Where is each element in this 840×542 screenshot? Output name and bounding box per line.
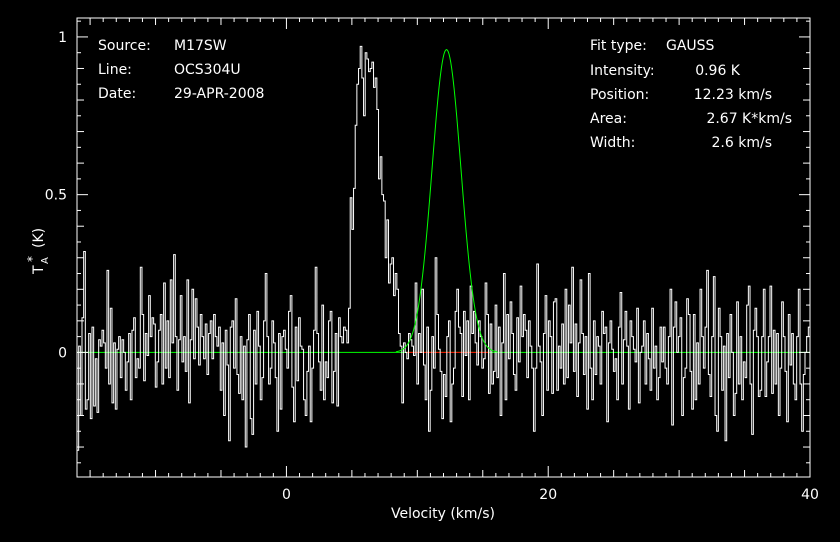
- info-right-key-intensity: Intensity:: [590, 63, 655, 79]
- y-axis-label-sub: A: [40, 257, 51, 264]
- info-left-key-source: Source:: [98, 38, 151, 54]
- fit-layer: [395, 48, 498, 353]
- x-axis-label: Velocity (km/s): [391, 506, 495, 522]
- info-left-value-line: OCS304U: [174, 62, 241, 78]
- x-tick-label: 20: [539, 487, 557, 503]
- info-right-key-fit-type: Fit type:: [590, 38, 647, 54]
- x-tick-label: 0: [282, 487, 291, 503]
- info-left-key-date: Date:: [98, 86, 136, 102]
- info-right-key-width: Width:: [590, 135, 635, 151]
- info-right-value-fit-type: GAUSS: [666, 38, 715, 54]
- gaussian-fit-line: [395, 48, 498, 353]
- x-tick-label: 40: [801, 487, 819, 503]
- y-tick-label: 1: [58, 30, 67, 46]
- y-axis-label-main: T: [31, 265, 47, 275]
- info-left: Source: M17SW Line: OCS304U Date: 29-APR…: [98, 38, 264, 102]
- y-tick-label: 0.5: [45, 188, 67, 204]
- spectrum-line: [77, 45, 810, 451]
- y-axis-label-unit: (K): [31, 228, 47, 248]
- y-tick-labels: 00.51: [45, 30, 67, 361]
- plot-frame: [76, 17, 811, 478]
- info-left-value-date: 29-APR-2008: [174, 86, 264, 102]
- info-right-value-width: 2.6 km/s: [712, 135, 772, 151]
- info-right-value-position: 12.23 km/s: [694, 87, 772, 103]
- y-axis-label: T A * (K): [25, 228, 51, 275]
- x-tick-labels: 0 20 40: [282, 487, 819, 503]
- y-axis-label-sup: *: [25, 256, 39, 262]
- info-right-key-position: Position:: [590, 87, 649, 103]
- y-tick-label: 0: [58, 345, 67, 361]
- info-right-value-area: 2.67 K*km/s: [706, 111, 792, 127]
- info-right-value-intensity: 0.96 K: [695, 63, 741, 79]
- spectrum-layer: [77, 45, 810, 451]
- info-right-key-area: Area:: [590, 111, 627, 127]
- info-left-value-source: M17SW: [174, 38, 227, 54]
- info-right: Fit type: GAUSS Intensity: 0.96 K Positi…: [590, 38, 792, 151]
- info-left-key-line: Line:: [98, 62, 132, 78]
- tick-layer: [77, 18, 811, 477]
